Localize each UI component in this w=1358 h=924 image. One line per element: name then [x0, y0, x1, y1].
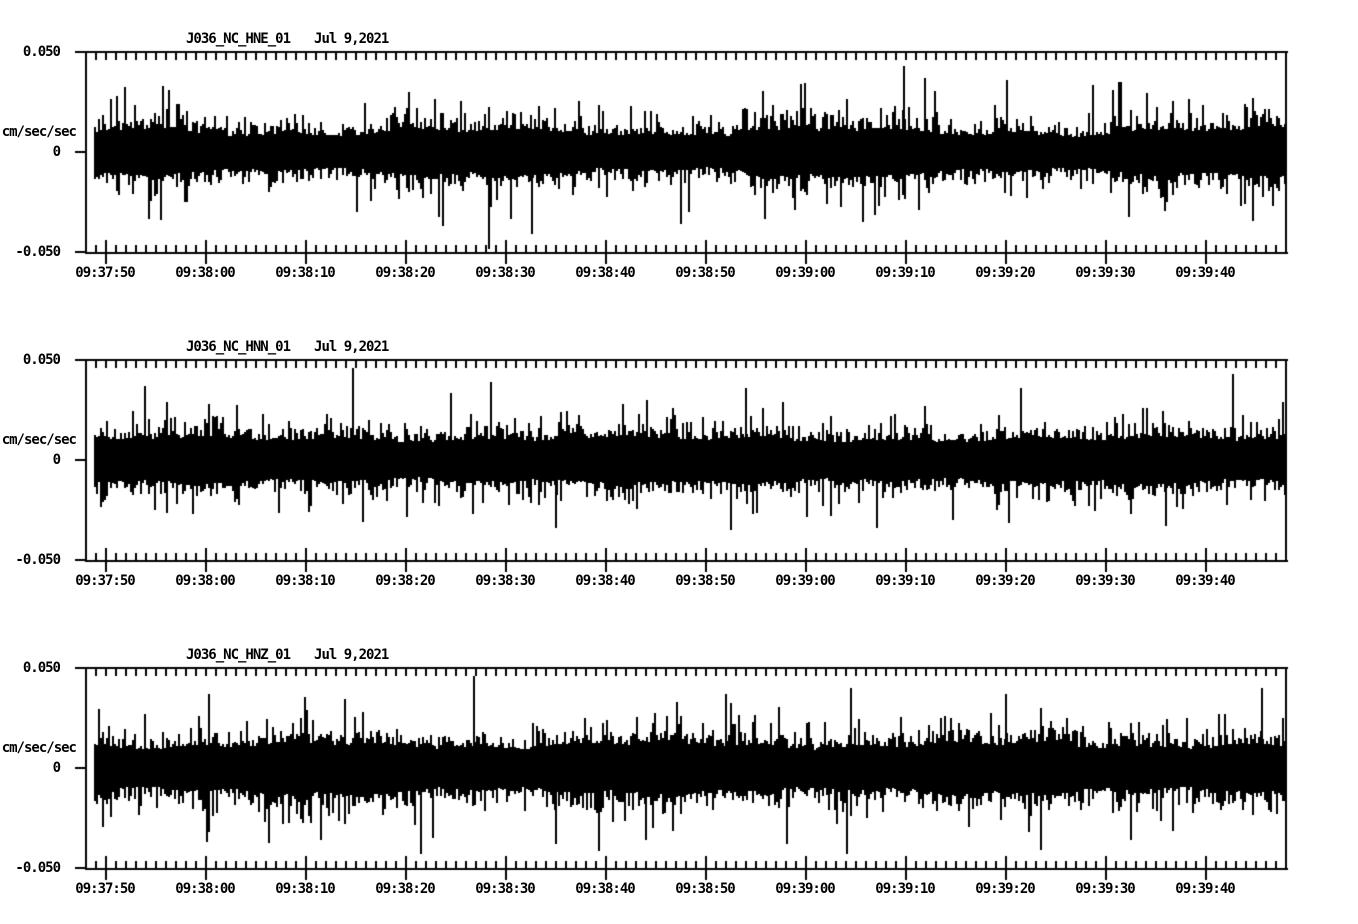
x-tick-label: 09:38:50 — [675, 265, 735, 281]
x-tick-label: 09:39:10 — [875, 265, 935, 281]
x-tick-label: 09:38:30 — [475, 265, 535, 281]
y-tick-label-min: -0.050 — [15, 244, 61, 260]
x-tick-label: 09:38:00 — [175, 881, 235, 897]
x-tick-label: 09:38:10 — [275, 573, 335, 589]
x-tick-label: 09:38:20 — [375, 881, 435, 897]
waveform-canvas-hne — [0, 0, 1358, 308]
panel-title: J036_NC_HNZ_01 Jul 9,2021 — [186, 647, 389, 664]
x-tick-label: 09:39:10 — [875, 573, 935, 589]
x-tick-label: 09:38:40 — [575, 573, 635, 589]
x-tick-label: 09:39:20 — [975, 881, 1035, 897]
y-tick-label-zero: 0 — [52, 760, 61, 776]
y-tick-label-min: -0.050 — [15, 860, 61, 876]
x-tick-label: 09:38:20 — [375, 265, 435, 281]
x-tick-label: 09:39:10 — [875, 881, 935, 897]
y-tick-label-min: -0.050 — [15, 552, 61, 568]
y-tick-label-zero: 0 — [52, 144, 61, 160]
x-tick-label: 09:37:50 — [75, 881, 135, 897]
x-tick-label: 09:39:30 — [1075, 881, 1135, 897]
x-tick-label: 09:38:30 — [475, 573, 535, 589]
waveform-canvas-hnn — [0, 308, 1358, 616]
y-tick-label-max: 0.050 — [22, 352, 61, 368]
seismogram-panel-hne: J036_NC_HNE_01 Jul 9,2021 0.050 cm/sec/s… — [0, 0, 1358, 308]
x-tick-label: 09:39:30 — [1075, 573, 1135, 589]
panel-title-date: Jul 9,2021 — [314, 339, 389, 355]
panel-title-date: Jul 9,2021 — [314, 647, 389, 663]
x-tick-label: 09:39:40 — [1175, 881, 1235, 897]
x-tick-label: 09:38:10 — [275, 881, 335, 897]
x-tick-label: 09:39:00 — [775, 573, 835, 589]
x-tick-label: 09:38:50 — [675, 881, 735, 897]
x-tick-label: 09:39:20 — [975, 265, 1035, 281]
x-tick-label: 09:38:00 — [175, 573, 235, 589]
x-tick-label: 09:39:00 — [775, 265, 835, 281]
panel-title-station: J036_NC_HNZ_01 — [186, 647, 291, 663]
x-tick-label: 09:37:50 — [75, 573, 135, 589]
x-tick-label: 09:39:00 — [775, 881, 835, 897]
x-tick-label: 09:38:10 — [275, 265, 335, 281]
y-axis-units-label: cm/sec/sec — [1, 432, 77, 448]
x-tick-label: 09:37:50 — [75, 265, 135, 281]
y-axis-units-label: cm/sec/sec — [1, 740, 77, 756]
x-tick-label: 09:38:00 — [175, 265, 235, 281]
panel-title-date: Jul 9,2021 — [314, 31, 389, 47]
panel-title: J036_NC_HNN_01 Jul 9,2021 — [186, 339, 389, 356]
panel-title-station: J036_NC_HNE_01 — [186, 31, 291, 47]
panel-title: J036_NC_HNE_01 Jul 9,2021 — [186, 31, 389, 48]
x-tick-label: 09:38:50 — [675, 573, 735, 589]
seismogram-panel-hnz: J036_NC_HNZ_01 Jul 9,2021 0.050 cm/sec/s… — [0, 616, 1358, 924]
x-tick-label: 09:38:40 — [575, 265, 635, 281]
x-tick-label: 09:39:30 — [1075, 265, 1135, 281]
y-tick-label-max: 0.050 — [22, 44, 61, 60]
y-axis-units-label: cm/sec/sec — [1, 124, 77, 140]
x-tick-label: 09:39:40 — [1175, 573, 1235, 589]
y-tick-label-zero: 0 — [52, 452, 61, 468]
x-tick-label: 09:38:30 — [475, 881, 535, 897]
seismogram-panel-hnn: J036_NC_HNN_01 Jul 9,2021 0.050 cm/sec/s… — [0, 308, 1358, 616]
panel-title-station: J036_NC_HNN_01 — [186, 339, 291, 355]
waveform-canvas-hnz — [0, 616, 1358, 924]
x-tick-label: 09:38:20 — [375, 573, 435, 589]
y-tick-label-max: 0.050 — [22, 660, 61, 676]
x-tick-label: 09:38:40 — [575, 881, 635, 897]
x-tick-label: 09:39:20 — [975, 573, 1035, 589]
x-tick-label: 09:39:40 — [1175, 265, 1235, 281]
